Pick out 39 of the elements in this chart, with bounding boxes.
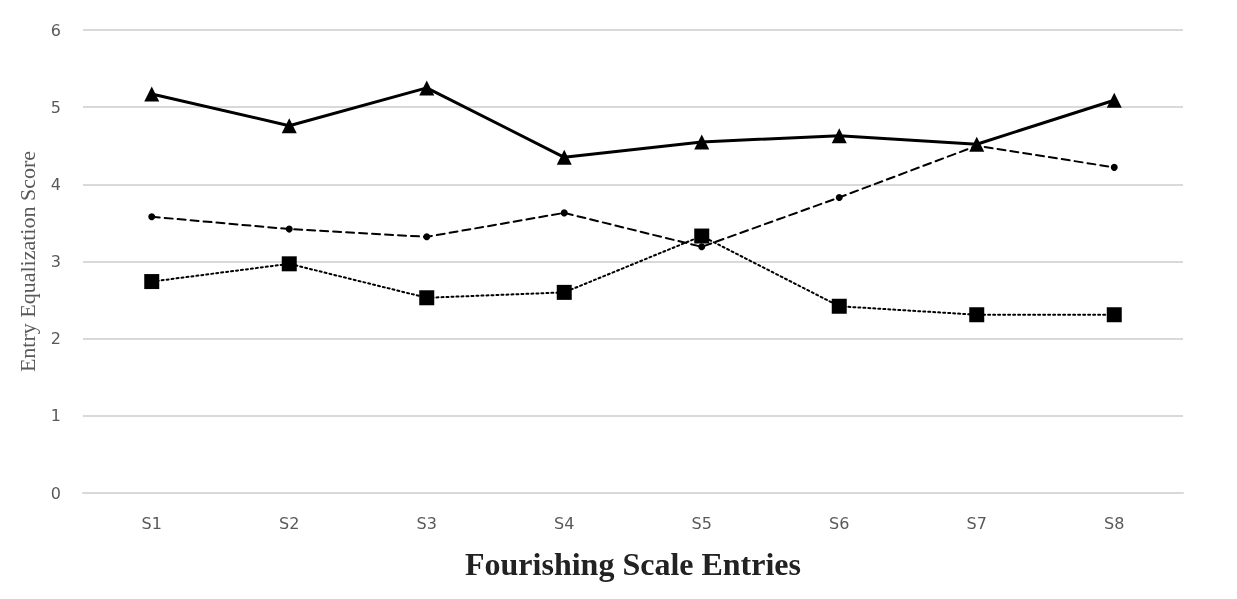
y-tick-label: 0 [50, 483, 61, 503]
y-tick-label: 5 [50, 97, 61, 117]
y-tick-label: 2 [50, 329, 61, 349]
x-tick-label: S8 [1104, 513, 1125, 533]
point [556, 284, 572, 300]
y-tick-label: 3 [50, 252, 61, 271]
point [698, 243, 706, 251]
x-tick-label: S7 [966, 513, 987, 533]
point [144, 274, 160, 290]
y-axis-title: Entry Equalization Score [14, 150, 40, 373]
point [144, 86, 160, 102]
point [419, 80, 435, 96]
point [556, 149, 572, 165]
y-tick-label: 6 [50, 20, 61, 40]
point [1106, 92, 1122, 108]
point [1110, 163, 1118, 171]
point [831, 128, 847, 144]
point [1106, 307, 1122, 323]
point [419, 290, 435, 306]
x-tick-label: S1 [141, 513, 162, 533]
point [281, 118, 297, 134]
point [560, 209, 568, 217]
x-tick-label: S4 [554, 513, 575, 533]
point [969, 307, 985, 323]
point [285, 225, 293, 233]
x-tick-label: S6 [829, 513, 850, 533]
point [423, 233, 431, 241]
y-tick-label: 1 [50, 406, 61, 426]
point [694, 228, 710, 244]
x-tick-label: S2 [279, 513, 300, 533]
point [281, 256, 297, 272]
point [831, 298, 847, 314]
x-tick-label: S3 [416, 513, 437, 533]
point [148, 213, 156, 221]
y-tick-label: 4 [50, 174, 61, 194]
point [694, 134, 710, 150]
x-axis-title: Fourishing Scale Entries [464, 546, 802, 582]
point [835, 193, 843, 201]
x-tick-label: S5 [691, 513, 712, 533]
